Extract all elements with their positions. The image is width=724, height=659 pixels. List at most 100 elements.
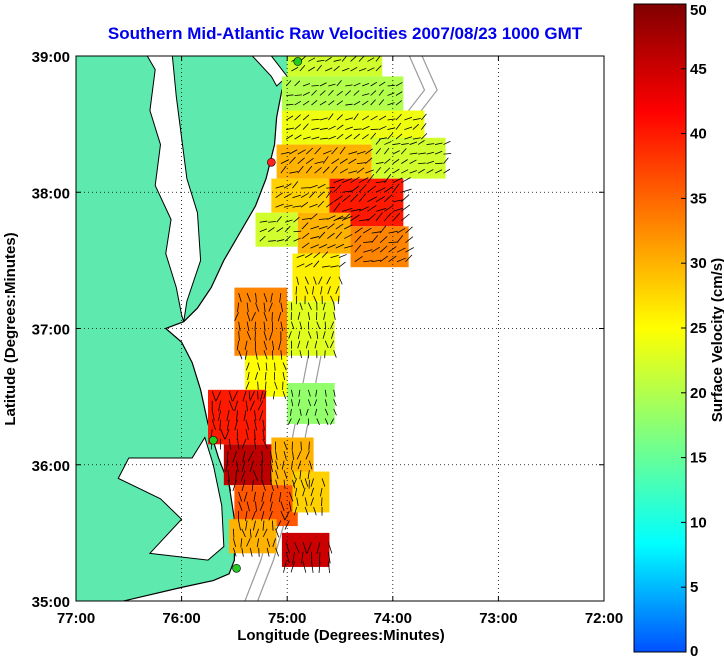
x-tick-label: 73:00 — [479, 610, 517, 627]
velocity-vector — [276, 216, 282, 223]
velocity-vector — [268, 240, 276, 242]
velocity-vector — [242, 391, 247, 402]
velocity-vector — [268, 510, 273, 521]
velocity-vector — [305, 147, 314, 155]
velocity-vector — [237, 302, 240, 313]
velocity-vector — [367, 196, 378, 203]
velocity-vector — [378, 81, 386, 87]
velocity-vector — [315, 389, 318, 397]
velocity-vector — [314, 147, 322, 155]
velocity-vector — [241, 438, 247, 449]
colorbar-tick-label: 30 — [690, 255, 707, 272]
velocity-vector — [292, 205, 302, 208]
velocity-vector — [370, 90, 377, 96]
velocity-vector — [254, 371, 259, 381]
velocity-vector — [304, 253, 313, 258]
velocity-vector — [330, 265, 339, 268]
velocity-vector — [232, 538, 237, 548]
velocity-vector — [375, 195, 386, 203]
chart-title: Southern Mid-Atlantic Raw Velocities 200… — [108, 24, 583, 43]
velocity-vector — [311, 100, 318, 106]
velocity-vector — [255, 528, 260, 538]
velocity-vector — [283, 441, 288, 451]
velocity-vector — [211, 391, 217, 402]
velocity-vector — [313, 295, 318, 304]
velocity-vector — [314, 167, 322, 174]
velocity-vector — [294, 542, 300, 554]
velocity-vector — [350, 176, 360, 184]
velocity-vector — [356, 167, 365, 174]
velocity-vector — [310, 487, 314, 497]
velocity-vector — [290, 408, 292, 416]
velocity-vector — [384, 173, 392, 183]
velocity-vector — [387, 127, 396, 130]
velocity-vector — [341, 67, 350, 72]
colorbar-tick-label: 50 — [690, 2, 707, 19]
velocity-vector — [327, 551, 331, 564]
velocity-vector — [358, 184, 367, 193]
velocity-vector — [405, 247, 414, 253]
velocity-vector — [247, 372, 250, 381]
velocity-vector — [251, 311, 256, 321]
velocity-vector — [307, 331, 312, 339]
velocity-cell — [281, 76, 404, 111]
velocity-vector — [236, 460, 239, 473]
velocity-vector — [269, 491, 273, 502]
velocity-vector — [291, 399, 294, 407]
velocity-vector — [263, 302, 266, 313]
velocity-vector — [354, 227, 363, 234]
velocity-vector — [281, 460, 285, 470]
velocity-vector — [253, 491, 256, 502]
velocity-vector — [261, 491, 265, 502]
velocity-vector — [238, 350, 243, 360]
velocity-vector — [232, 451, 237, 463]
velocity-vector — [392, 183, 400, 193]
velocity-vector — [297, 340, 301, 349]
velocity-vector — [417, 140, 425, 145]
velocity-vector — [246, 292, 251, 303]
velocity-vector — [302, 83, 311, 87]
velocity-vector — [336, 114, 343, 121]
velocity-cell — [255, 212, 298, 247]
colorbar-gradient — [633, 3, 687, 653]
velocity-vector — [293, 237, 301, 242]
velocity-vector — [211, 419, 216, 431]
velocity-vector — [333, 350, 337, 358]
velocity-vector — [299, 64, 306, 72]
velocity-vector — [269, 470, 272, 482]
colorbar-tick-label: 20 — [690, 385, 707, 402]
velocity-vector — [375, 65, 382, 72]
velocity-vector — [297, 460, 302, 470]
velocity-vector — [331, 147, 338, 155]
velocity-vector — [392, 199, 404, 203]
velocity-vector — [310, 478, 314, 487]
velocity-vector — [330, 321, 335, 330]
velocity-vector — [434, 150, 443, 155]
y-tick-label: 39:00 — [32, 49, 70, 66]
velocity-vector — [302, 487, 306, 497]
velocity-vector — [228, 438, 232, 450]
velocity-vector — [378, 125, 387, 130]
velocity-vector — [215, 391, 222, 402]
velocity-vector — [319, 127, 328, 130]
velocity-vector — [261, 510, 265, 521]
velocity-vector — [370, 132, 377, 140]
velocity-vector — [297, 165, 304, 174]
velocity-vector — [333, 195, 343, 203]
velocity-vector — [300, 201, 309, 208]
velocity-vector — [224, 429, 230, 440]
velocity-vector — [262, 520, 265, 531]
velocity-vector — [333, 302, 336, 311]
velocity-vector — [412, 137, 421, 140]
velocity-vector — [361, 100, 369, 106]
y-axis: 35:00 36:00 37:00 38:00 39:00 — [32, 49, 604, 611]
velocity-vector — [287, 418, 292, 425]
velocity-vector — [301, 232, 310, 239]
velocity-vector — [358, 193, 367, 203]
velocity-vector — [350, 208, 362, 212]
velocity-vector — [378, 99, 385, 106]
velocity-cell — [287, 56, 383, 77]
velocity-vector — [365, 148, 373, 155]
velocity-vector — [254, 419, 257, 431]
velocity-vector — [336, 124, 344, 130]
